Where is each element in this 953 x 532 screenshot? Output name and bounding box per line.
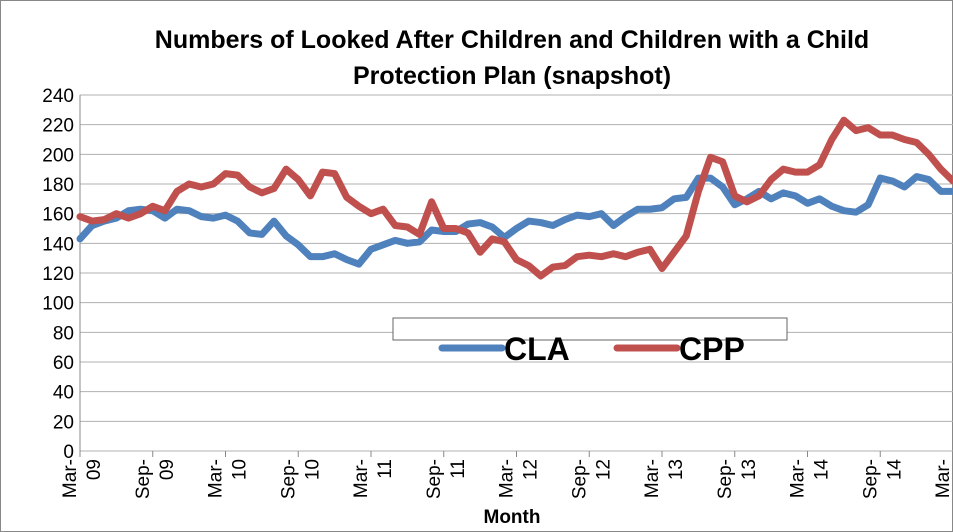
y-tick-label: 100 bbox=[42, 294, 74, 315]
x-tick-label: Sep- 14 bbox=[860, 459, 905, 500]
y-tick-label: 200 bbox=[42, 145, 74, 166]
chart-title: Numbers of Looked After Children and Chi… bbox=[154, 26, 870, 90]
y-tick-label: 40 bbox=[53, 383, 74, 404]
legend-box bbox=[392, 317, 788, 341]
series-line bbox=[76, 173, 953, 268]
x-tick-label: Mar- 09 bbox=[60, 459, 105, 498]
x-tick-label: Mar- 11 bbox=[351, 459, 396, 498]
x-tick-label: Sep- 10 bbox=[278, 459, 323, 499]
y-tick-label: 220 bbox=[42, 116, 74, 137]
x-tick-label: Sep- 12 bbox=[569, 459, 614, 499]
series-line bbox=[76, 116, 953, 280]
y-tick-label: 240 bbox=[42, 86, 74, 107]
x-tick-label: Sep- 13 bbox=[715, 459, 760, 499]
y-tick-label: 180 bbox=[42, 175, 74, 196]
y-tick-label: 120 bbox=[42, 264, 74, 285]
y-tick-label: 60 bbox=[53, 353, 74, 374]
y-tick-label: 80 bbox=[53, 323, 74, 344]
x-tick-label: Mar- 12 bbox=[497, 459, 542, 498]
x-tick-label: Sep- 09 bbox=[133, 459, 178, 499]
x-tick-label: Mar- 10 bbox=[206, 459, 251, 498]
y-tick-label: 160 bbox=[42, 205, 74, 226]
x-axis-label: Month bbox=[484, 507, 541, 528]
legend-label: CPP bbox=[679, 331, 745, 367]
legend-label: CLA bbox=[504, 331, 570, 367]
x-tick-label: Mar- bbox=[933, 459, 953, 498]
x-tick-label: Mar- 14 bbox=[788, 459, 833, 498]
y-tick-label: 0 bbox=[63, 442, 74, 463]
x-tick-label: Mar- 13 bbox=[642, 459, 687, 498]
x-tick-label: Sep- 11 bbox=[424, 459, 469, 499]
y-tick-label: 20 bbox=[53, 412, 74, 433]
y-tick-label: 140 bbox=[42, 234, 74, 255]
